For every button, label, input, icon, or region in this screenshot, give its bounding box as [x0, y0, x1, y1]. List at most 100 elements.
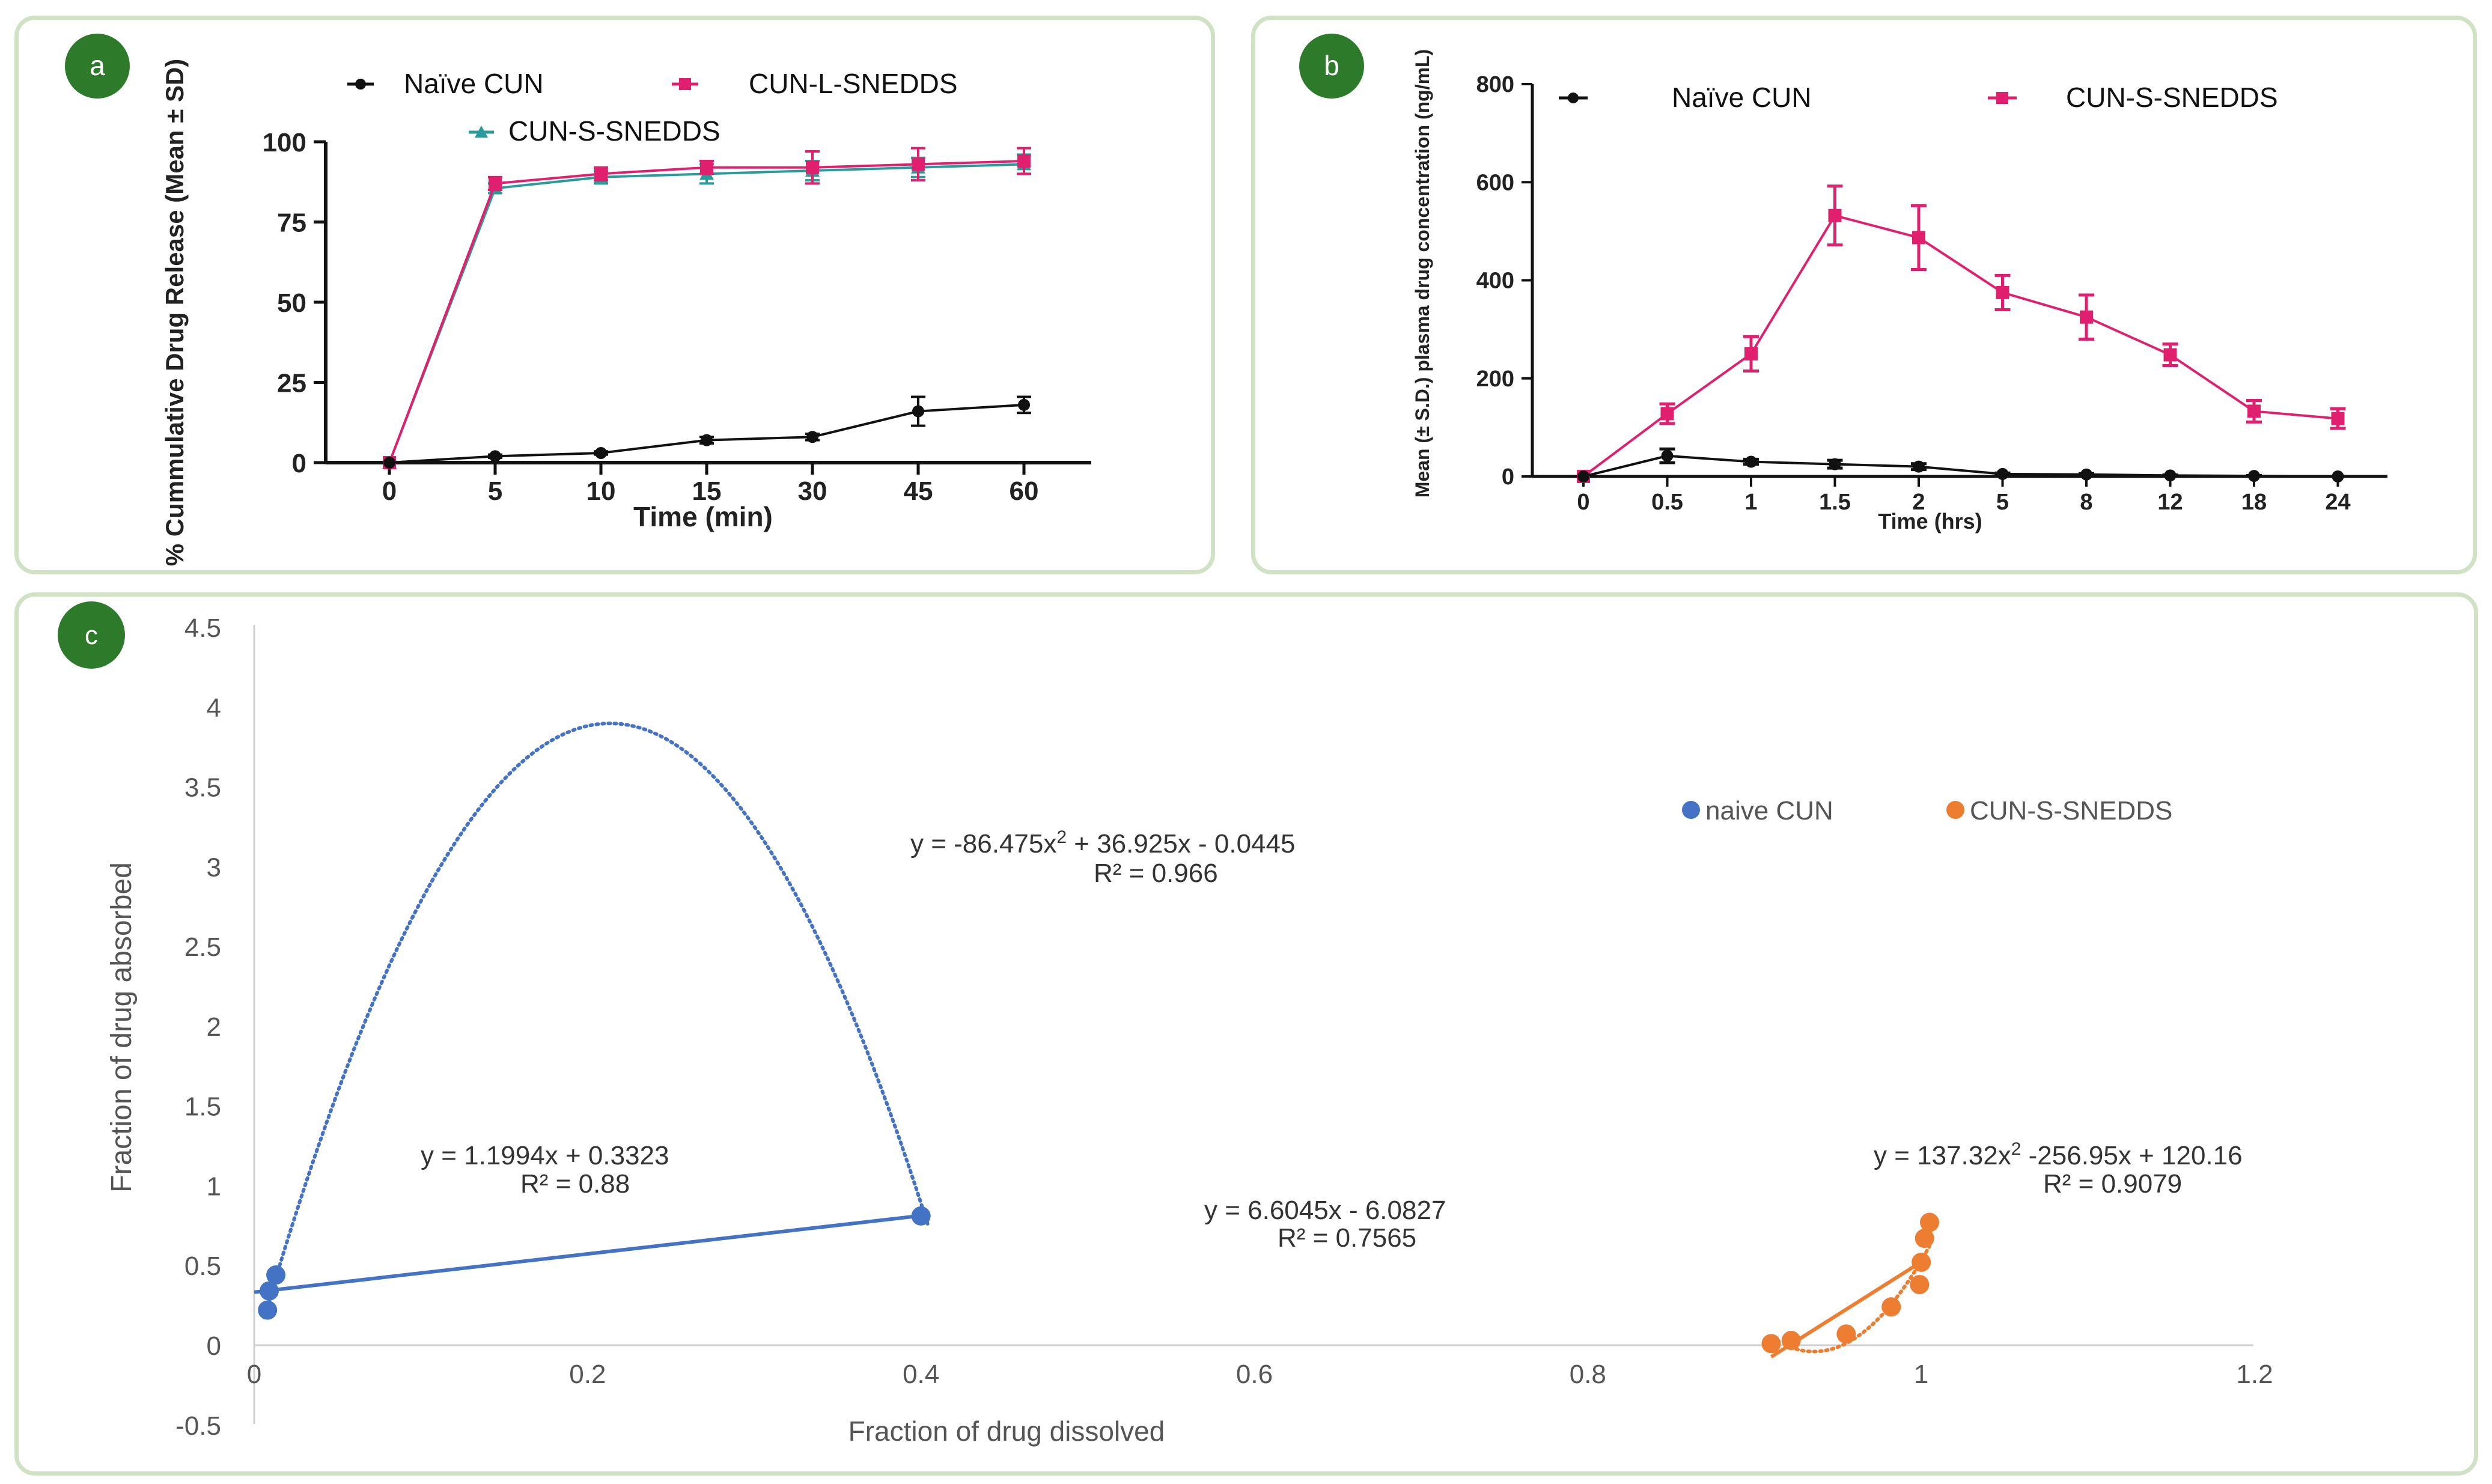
- b-x-tick-label: 18: [2241, 490, 2267, 515]
- r2-snedds-poly: R² = 0.9079: [2043, 1169, 2182, 1199]
- c-legend-naive-marker: [1682, 801, 1700, 819]
- badge-c-circle: [58, 601, 125, 669]
- c-point-1-0: [1761, 1334, 1781, 1354]
- panel-b-frame: [1251, 16, 2477, 574]
- c-x-tick-label: 0.8: [1570, 1360, 1606, 1389]
- a-point-0-0: [383, 457, 395, 469]
- a-point-1-2: [594, 167, 608, 181]
- c-legend-naive-label: naive CUN: [1705, 796, 1833, 826]
- b-legend-snedds-label: CUN-S-SNEDDS: [2066, 82, 2278, 113]
- c-legend-snedds-marker: [1946, 801, 1964, 819]
- a-legend-lsnedds-label: CUN-L-SNEDDS: [749, 68, 958, 99]
- a-point-1-6: [1017, 154, 1031, 168]
- b-series-line-1: [1582, 214, 2338, 478]
- b-point-0-0: [1577, 470, 1589, 482]
- c-x-tick-label: 0: [247, 1360, 261, 1389]
- a-point-1-5: [912, 157, 925, 171]
- c-y-tick-label: 3.5: [184, 773, 221, 803]
- b-x-tick-label: 1.5: [1819, 490, 1851, 515]
- a-series-line-0: [389, 403, 1025, 464]
- a-legend-naive-marker: [355, 79, 366, 90]
- b-legend-naive-label: Naïve CUN: [1672, 82, 1812, 113]
- c-x-tick-label: 0.6: [1236, 1360, 1273, 1389]
- a-point-0-3: [701, 434, 713, 446]
- a-legend-lsnedds-marker: [679, 78, 691, 90]
- b-x-tick-label: 5: [1996, 490, 2009, 515]
- panel-c-frame: [14, 592, 2478, 1476]
- b-point-0-1: [1661, 449, 1674, 462]
- b-legend: Naïve CUN CUN-S-SNEDDS: [1559, 82, 2278, 113]
- b-point-1-2: [1744, 347, 1758, 360]
- badge-c: c: [58, 601, 125, 669]
- eq-naive-poly-b: + 36.925x - 0.0445: [1067, 829, 1295, 859]
- a-point-0-4: [806, 431, 818, 443]
- a-x-tick-label: 30: [798, 476, 827, 506]
- eq-snedds-poly-sup: 2: [2011, 1139, 2021, 1159]
- badge-a-circle: [65, 34, 130, 99]
- eq-snedds-poly-a: y = 137.32x: [1874, 1141, 2011, 1170]
- c-point-1-3: [1881, 1297, 1901, 1317]
- a-y-label: % Cummulative Drug Release (Mean ± SD): [160, 59, 189, 567]
- a-x-tick-label: 10: [586, 476, 616, 506]
- a-y-tick-label: 50: [277, 288, 306, 318]
- r2-naive-poly: R² = 0.966: [1094, 859, 1218, 888]
- eq-naive-linear: y = 1.1994x + 0.3323: [421, 1141, 669, 1170]
- badge-a: a: [65, 34, 130, 99]
- c-point-1-5: [1912, 1252, 1931, 1272]
- b-point-1-5: [1996, 285, 2009, 299]
- c-point-1-2: [1836, 1324, 1856, 1344]
- a-point-0-1: [489, 450, 501, 463]
- panel-a-frame: [14, 16, 1215, 574]
- c-point-1-6: [1915, 1229, 1934, 1248]
- badge-b-circle: [1299, 34, 1364, 99]
- chart-a: a 0 25 50 75 100 0 5 10 15 30 45 60 Time (min) % C…: [65, 34, 1091, 566]
- b-point-0-8: [2248, 470, 2260, 482]
- b-x-tick-label: 12: [2157, 490, 2183, 515]
- b-y-tick-label: 0: [1502, 464, 1514, 490]
- c-y-tick-label: 0.5: [184, 1251, 221, 1281]
- eq-naive-poly: y = -86.475x2 + 36.925x - 0.0445: [910, 827, 1295, 859]
- a-legend-ssnedds-label: CUN-S-SNEDDS: [508, 115, 720, 147]
- b-point-1-6: [2080, 310, 2093, 324]
- b-point-0-7: [2164, 469, 2177, 482]
- b-x-tick-label: 1: [1744, 490, 1757, 515]
- b-x-tick-label: 24: [2325, 490, 2350, 515]
- eq-snedds-poly-b: -256.95x + 120.16: [2021, 1141, 2242, 1170]
- eq-naive-poly-a: y = -86.475x: [910, 829, 1056, 859]
- a-point-0-6: [1018, 398, 1030, 411]
- a-x-tick-label: 5: [488, 476, 502, 506]
- b-x-tick-label: 0: [1577, 490, 1589, 515]
- b-point-1-4: [1912, 231, 1925, 245]
- b-point-0-2: [1745, 455, 1757, 468]
- c-x-tick-label: 0.4: [903, 1360, 939, 1389]
- b-point-1-8: [2247, 404, 2261, 418]
- b-x-tick-label: 8: [2080, 490, 2092, 515]
- b-point-0-4: [1913, 460, 1925, 473]
- a-x-tick-label: 60: [1010, 476, 1039, 506]
- r2-naive-linear: R² = 0.88: [520, 1169, 630, 1199]
- a-point-0-2: [595, 446, 607, 459]
- b-point-0-6: [2080, 468, 2092, 481]
- b-y-tick-label: 800: [1476, 72, 1514, 97]
- a-point-1-4: [806, 160, 819, 174]
- chart-b: b 0 200 400 600 800 0 0.5 1 1.5 2 5 8 12 18 24 Time (…: [1299, 34, 2387, 534]
- a-x-tick-label: 0: [382, 476, 397, 506]
- a-legend: Naïve CUN CUN-L-SNEDDS CUN-S-SNEDDS: [347, 68, 958, 147]
- c-poly-fit-1: [1794, 1244, 1931, 1354]
- a-series-line-1: [388, 160, 1025, 463]
- b-y-label: Mean (± S.D.) plasma drug concentration …: [1412, 49, 1433, 498]
- c-point-1-7: [1920, 1212, 1940, 1232]
- a-x-tick-label: 45: [904, 476, 933, 506]
- c-legend: naive CUN CUN-S-SNEDDS: [1682, 796, 2172, 826]
- c-point-0-3: [911, 1206, 931, 1226]
- a-x-tick-label: 15: [692, 476, 722, 506]
- a-y-tick-label: 75: [277, 208, 306, 238]
- b-point-1-3: [1828, 208, 1842, 222]
- chart-c: c -0.5 0 0.5 1 1.5 2 2.5 3 3.5 4 4.5 0 0.2 0.4 0.6 0.8…: [58, 601, 2273, 1447]
- b-point-0-3: [1829, 458, 1841, 470]
- b-x-tick-label: 0.5: [1651, 490, 1683, 515]
- a-legend-naive-label: Naïve CUN: [404, 68, 544, 99]
- c-y-tick-label: 1: [207, 1172, 221, 1201]
- b-point-1-1: [1660, 407, 1674, 421]
